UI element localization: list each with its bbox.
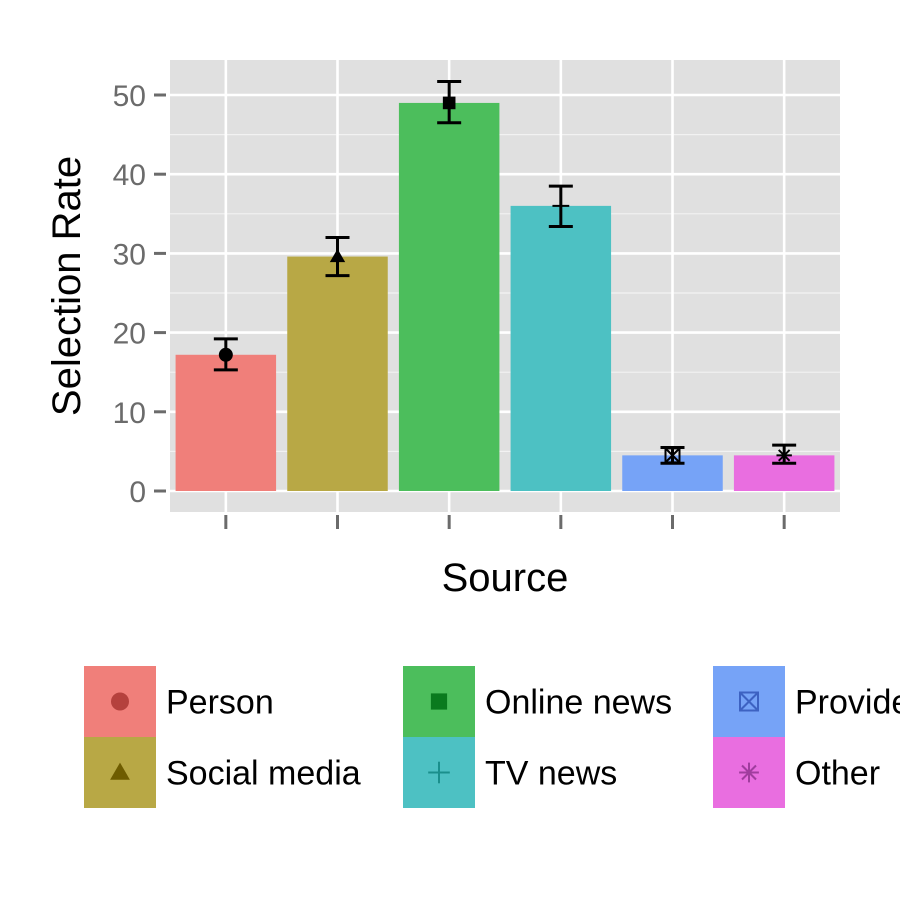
y-tick-label: 30 [113,238,146,271]
legend-item-online-news: Online news [403,666,672,737]
marker-asterisk [776,447,792,464]
marker-plus [552,197,570,215]
legend-label: Person [166,684,274,722]
legend-item-other: Other [713,737,880,808]
y-axis: 0 10 20 30 40 50 [113,80,166,509]
marker-circle [111,692,129,711]
bar-person [175,354,277,491]
marker-triangle [110,762,130,780]
y-tick-label: 40 [113,159,146,192]
points-group [218,96,792,464]
marker-boxed-x [739,691,759,712]
marker-asterisk [739,762,759,783]
bar-online-news [398,102,500,492]
legend-item-person: Person [84,666,274,737]
marker-triangle [329,248,346,263]
bar-tv-news [510,205,612,491]
marker-square [430,693,448,710]
y-axis-title: Selection Rate [45,156,89,416]
y-tick-label: 50 [113,80,146,113]
marker-plus [428,761,450,784]
legend-label: Social media [166,755,361,793]
legend-item-provider: Provider [713,666,900,737]
y-tick-label: 10 [113,397,146,430]
bars-group [175,102,835,492]
legend-label: Other [795,755,880,793]
legend: Person Social media Online news TV news Prov… [84,666,900,808]
x-axis [224,515,786,529]
y-tick-label: 20 [113,318,146,351]
legend-label: Online news [485,684,672,722]
plot-background [170,60,840,512]
legend-label: TV news [485,755,617,793]
marker-circle [218,347,233,362]
marker-boxed-x [664,447,681,464]
legend-item-social-media: Social media [84,737,361,808]
bar-social-media [287,256,388,491]
minor-gridlines [170,134,840,452]
legend-item-tv-news: TV news [403,737,617,808]
x-axis-title: Source [442,556,569,600]
legend-label: Provider [795,684,900,722]
y-tick-label: 0 [129,476,146,509]
marker-square [442,96,456,110]
